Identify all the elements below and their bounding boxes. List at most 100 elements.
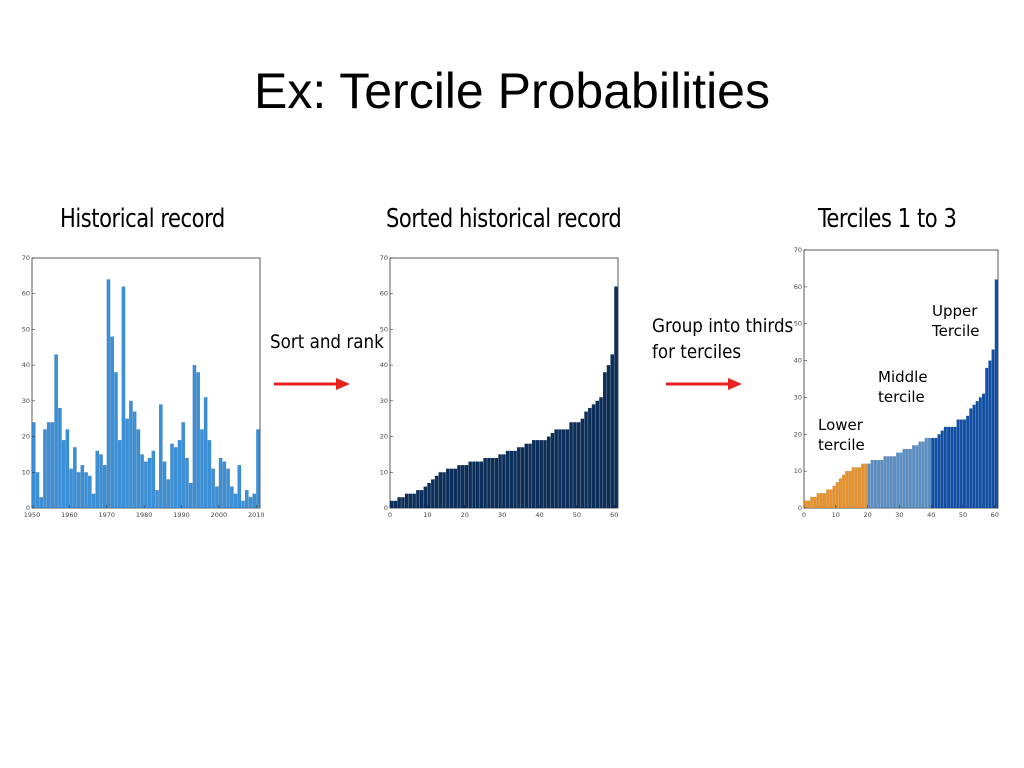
bar bbox=[546, 436, 551, 509]
bar bbox=[595, 400, 600, 509]
bar bbox=[464, 465, 469, 509]
bar bbox=[924, 437, 928, 509]
bar bbox=[158, 404, 163, 509]
bar bbox=[472, 461, 476, 509]
bar bbox=[873, 459, 877, 509]
bar bbox=[832, 485, 836, 509]
bar bbox=[816, 493, 820, 509]
bar bbox=[569, 422, 573, 509]
bar bbox=[498, 454, 502, 509]
bar bbox=[39, 497, 44, 509]
bar bbox=[457, 465, 461, 509]
bar bbox=[947, 426, 951, 509]
y-tick-label: 20 bbox=[22, 433, 30, 441]
bar bbox=[248, 497, 253, 509]
slide-title: Ex: Tercile Probabilities bbox=[254, 63, 770, 119]
bar bbox=[558, 429, 562, 509]
x-tick-label: 60 bbox=[610, 511, 618, 519]
bar bbox=[889, 456, 893, 509]
bar bbox=[838, 478, 842, 509]
bar bbox=[91, 493, 96, 509]
bar bbox=[905, 448, 909, 509]
bar bbox=[539, 440, 544, 509]
bar bbox=[237, 465, 242, 509]
bar bbox=[950, 426, 954, 509]
bar bbox=[453, 468, 458, 509]
bar bbox=[864, 463, 868, 509]
bar bbox=[934, 437, 938, 509]
x-tick-label: 1980 bbox=[136, 511, 153, 519]
bar bbox=[520, 447, 525, 509]
bar bbox=[408, 493, 413, 509]
bar bbox=[842, 474, 846, 509]
bar bbox=[918, 441, 922, 509]
y-tick-label: 60 bbox=[380, 290, 388, 298]
bar bbox=[931, 437, 935, 509]
bar bbox=[892, 456, 897, 509]
y-tick-label: 30 bbox=[22, 397, 30, 405]
bar bbox=[229, 486, 234, 509]
x-tick-label: 30 bbox=[895, 511, 903, 519]
x-tick-label: 30 bbox=[498, 511, 506, 519]
bar bbox=[46, 422, 51, 509]
bar bbox=[207, 440, 212, 509]
bar bbox=[416, 490, 420, 509]
bar bbox=[528, 443, 532, 509]
x-tick-label: 1990 bbox=[173, 511, 190, 519]
bar bbox=[940, 430, 944, 509]
x-tick-label: 40 bbox=[535, 511, 543, 519]
y-tick-label: 50 bbox=[380, 325, 388, 333]
bar bbox=[222, 461, 227, 509]
x-tick-label: 2010 bbox=[248, 511, 265, 519]
x-tick-label: 20 bbox=[863, 511, 871, 519]
sorted-record-chart: 0 10 20 30 40 50 60 70 0 10 20 30 40 50 60 bbox=[380, 254, 619, 519]
bar bbox=[99, 454, 103, 509]
bar bbox=[196, 372, 200, 509]
bar bbox=[151, 450, 156, 509]
y-tick-label: 30 bbox=[380, 397, 388, 405]
bar bbox=[591, 404, 596, 509]
bar bbox=[927, 437, 932, 509]
bar bbox=[565, 429, 570, 509]
bar bbox=[915, 445, 919, 509]
bar bbox=[543, 440, 547, 509]
y-tick-label: 50 bbox=[22, 325, 30, 333]
bar bbox=[870, 459, 874, 509]
bar bbox=[899, 452, 903, 509]
x-tick-label: 0 bbox=[388, 511, 392, 519]
bar bbox=[449, 468, 454, 509]
bar bbox=[129, 400, 133, 509]
terciles-chart-title: Terciles 1 to 3 bbox=[818, 204, 957, 234]
bar bbox=[943, 426, 947, 509]
bar bbox=[972, 404, 976, 509]
bar bbox=[483, 457, 487, 509]
bar bbox=[580, 418, 585, 509]
bar bbox=[155, 490, 159, 509]
bar bbox=[218, 457, 223, 509]
bar bbox=[531, 440, 536, 509]
y-tick-label: 50 bbox=[794, 320, 802, 328]
y-tick-label: 70 bbox=[22, 254, 30, 262]
bar bbox=[848, 471, 852, 509]
bar bbox=[147, 457, 152, 509]
bar bbox=[829, 489, 833, 509]
x-tick-label: 1960 bbox=[61, 511, 78, 519]
bar bbox=[188, 482, 193, 509]
bar bbox=[576, 422, 581, 509]
bar bbox=[956, 419, 960, 509]
bar bbox=[988, 360, 992, 509]
bar bbox=[981, 393, 986, 509]
bar bbox=[173, 447, 178, 509]
bar bbox=[550, 432, 555, 509]
bar bbox=[959, 419, 963, 509]
bar bbox=[554, 429, 558, 509]
y-tick-label: 60 bbox=[794, 283, 802, 291]
tercile-label: tercile bbox=[818, 436, 865, 454]
bar bbox=[54, 354, 58, 509]
bar bbox=[200, 429, 204, 509]
bar bbox=[969, 408, 973, 509]
bar bbox=[807, 500, 811, 509]
bar bbox=[215, 486, 219, 509]
tercile-label: Lower bbox=[818, 416, 864, 434]
bar bbox=[106, 279, 111, 509]
